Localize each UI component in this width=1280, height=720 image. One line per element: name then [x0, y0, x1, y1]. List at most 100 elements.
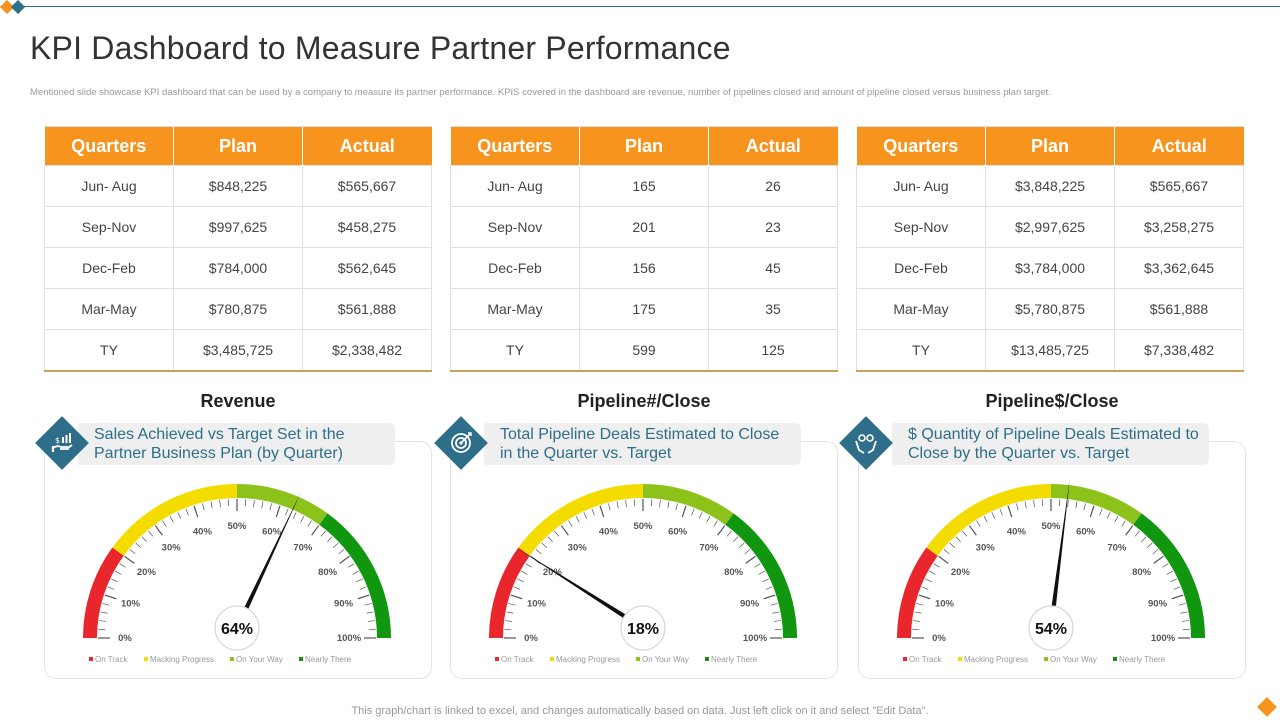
cell-quarter: Mar-May: [450, 288, 580, 330]
gauge-tick: [968, 525, 977, 536]
gauge-band-0: [83, 547, 124, 638]
cell-actual: $562,645: [302, 247, 432, 289]
gauge-tick: [763, 594, 776, 600]
gauge-tick: [1089, 505, 1095, 518]
gauge-tick: [269, 503, 272, 511]
gauge-tick: [107, 586, 115, 590]
pipeline-count-table[interactable]: Quarters Plan Actual Jun- Aug 165 26 Sep-N…: [450, 126, 838, 372]
table-row-total: TY 599 125: [450, 329, 838, 372]
gauge-tick: [100, 611, 108, 614]
gauge-tick: [1170, 578, 1177, 583]
page-subtitle: Mentioned slide showcase KPI dashboard t…: [30, 87, 1051, 98]
gauge-tick-label: 50%: [633, 521, 653, 532]
cell-quarter: Sep-Nov: [44, 206, 174, 248]
cell-quarter: Dec-Feb: [44, 247, 174, 289]
gauge-tick: [1141, 536, 1147, 543]
gauge-tick: [510, 594, 523, 600]
gauge-tick: [1181, 620, 1189, 622]
table-row: Jun- Aug 165 26: [450, 165, 838, 207]
gauge-tick: [770, 603, 778, 606]
gauge-tick: [348, 563, 355, 568]
gauge-tick-label: 70%: [699, 542, 719, 553]
revenue-description: Sales Achieved vs Target Set in the Part…: [78, 423, 395, 465]
gauge-tick: [625, 500, 627, 508]
cell-actual: 26: [708, 165, 838, 207]
gauge-tick-label: 40%: [1007, 526, 1027, 537]
gauge-tick: [681, 505, 687, 518]
legend-label: Macking Progress: [150, 655, 214, 664]
col-header-quarters: Quarters: [450, 126, 580, 166]
legend-label: On Your Way: [236, 655, 283, 664]
gauge-tick-label: 20%: [543, 567, 563, 578]
legend-swatch: [1044, 657, 1048, 661]
gauge-tick-label: 70%: [1107, 542, 1127, 553]
gauge-tick: [364, 603, 372, 606]
gauge-band-2: [1051, 484, 1142, 525]
gauge-tick-label: 0%: [932, 633, 946, 644]
gauge-tick: [320, 530, 326, 537]
gauge-tick: [765, 586, 773, 590]
gauge-tick: [525, 563, 532, 568]
gauge-tick: [311, 525, 320, 536]
gauge-tick-label: 20%: [137, 567, 157, 578]
gauge-tick: [1166, 570, 1173, 575]
gauge-tick: [111, 578, 118, 583]
gauge-tick-label: 100%: [743, 633, 768, 644]
cell-plan: $3,485,725: [173, 329, 303, 372]
table-row: Sep-Nov $2,997,625 $3,258,275: [856, 206, 1244, 248]
table-row: Sep-Nov 201 23: [450, 206, 838, 248]
gauge-tick: [929, 570, 936, 575]
gauge-band-3: [1133, 513, 1205, 638]
cell-quarter: Jun- Aug: [44, 165, 174, 207]
cell-quarter: Sep-Nov: [450, 206, 580, 248]
gauge-tick: [772, 611, 780, 614]
gauge-tick: [599, 505, 605, 518]
gauge-tick: [169, 516, 174, 523]
gauge-tick: [717, 525, 726, 536]
gauge-tick: [521, 570, 528, 575]
gauge-needle: [234, 492, 301, 630]
gauge-tick: [148, 530, 154, 537]
gauge-tick: [154, 525, 163, 536]
gauge-tick-label: 10%: [121, 598, 141, 609]
cell-actual: $458,275: [302, 206, 432, 248]
cell-quarter: Sep-Nov: [856, 206, 986, 248]
revenue-table[interactable]: Quarters Plan Actual Jun- Aug $848,225 $56…: [44, 126, 432, 372]
gauge-tick: [913, 620, 921, 622]
gauge-hub: [620, 605, 666, 651]
gauge-tick: [698, 512, 703, 519]
legend-swatch: [1113, 657, 1117, 661]
gauge-tick: [1152, 549, 1159, 555]
gauge-tick: [976, 520, 981, 527]
gauge-tick: [758, 570, 765, 575]
table-row: Mar-May $780,875 $561,888: [44, 288, 432, 330]
gauge-tick-label: 20%: [951, 567, 971, 578]
cell-plan: 201: [579, 206, 709, 248]
gauge-tick-label: 90%: [1148, 598, 1168, 609]
top-rule: [18, 6, 1280, 7]
handshake-icon: [855, 434, 877, 454]
gauge-tick: [119, 563, 126, 568]
col-header-actual: Actual: [302, 126, 432, 166]
legend-swatch: [230, 657, 234, 661]
table-row: Jun- Aug $3,848,225 $565,667: [856, 165, 1244, 207]
gauge-tick: [667, 501, 670, 509]
gauge-tick: [124, 555, 135, 564]
col-header-plan: Plan: [579, 126, 709, 166]
gauge-tick: [506, 611, 514, 614]
cell-plan: $848,225: [173, 165, 303, 207]
gauge-tick-label: 40%: [599, 526, 619, 537]
gauge-tick: [733, 536, 739, 543]
gauge-band-3: [319, 513, 391, 638]
gauge-tick-label: 100%: [337, 633, 362, 644]
cell-plan: 599: [579, 329, 709, 372]
gauge-tick: [366, 611, 374, 614]
gauge-tick: [535, 549, 542, 555]
gauge-tick: [1007, 505, 1013, 518]
cell-quarter: TY: [856, 329, 986, 372]
gauge-hub: [1028, 605, 1074, 651]
pipeline-amount-table[interactable]: Quarters Plan Actual Jun- Aug $3,848,225 $…: [856, 126, 1244, 372]
cell-plan: 175: [579, 288, 709, 330]
pipeline-count-gauge: 0% 10% 20% 30% 40% 50% 60% 70% 80% 90% 100% 18% On T…: [489, 484, 797, 664]
legend-label: Macking Progress: [964, 655, 1028, 664]
